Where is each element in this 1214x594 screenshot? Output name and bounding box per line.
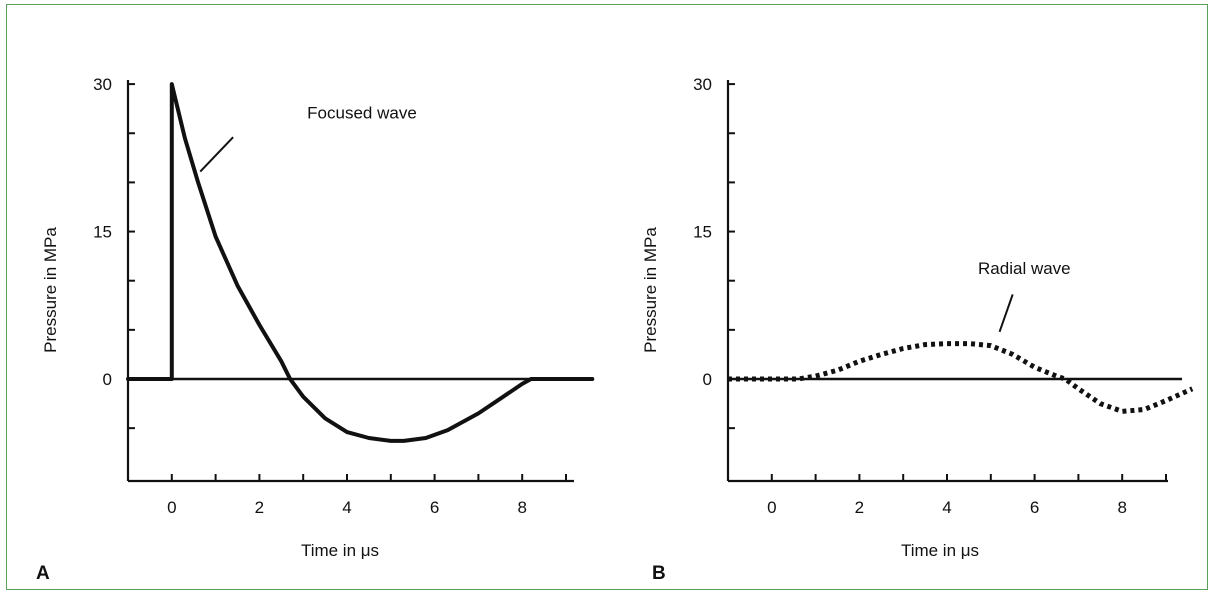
series-line-0 bbox=[126, 82, 595, 443]
x-tick-label: 2 bbox=[855, 498, 864, 517]
annotation-leader bbox=[998, 294, 1014, 333]
series-annotation: Radial wave bbox=[978, 259, 1071, 278]
annotation-leader bbox=[199, 136, 234, 173]
x-tick-label: 6 bbox=[1030, 498, 1039, 517]
x-tick-label: 0 bbox=[767, 498, 776, 517]
x-axis-label: Time in μs bbox=[301, 541, 379, 560]
panel-label-a: A bbox=[36, 563, 50, 584]
y-tick-label: 15 bbox=[693, 223, 712, 242]
y-axis-label: Pressure in MPa bbox=[41, 227, 60, 353]
y-tick-label: 30 bbox=[693, 75, 712, 94]
y-tick-label: 0 bbox=[703, 370, 712, 389]
y-tick-label: 30 bbox=[93, 75, 112, 94]
x-tick-label: 8 bbox=[517, 498, 526, 517]
x-tick-label: 4 bbox=[342, 498, 351, 517]
x-tick-label: 2 bbox=[255, 498, 264, 517]
series-line-0 bbox=[728, 341, 1194, 414]
x-tick-label: 4 bbox=[942, 498, 951, 517]
x-axis-label: Time in μs bbox=[901, 541, 979, 560]
chart-panel-b: 0 15 30 0 2 4 6 8 Time in μs Pressure in MPa Radia… bbox=[641, 75, 1194, 560]
y-axis-label: Pressure in MPa bbox=[641, 227, 660, 353]
y-tick-label: 15 bbox=[93, 223, 112, 242]
x-tick-label: 8 bbox=[1117, 498, 1126, 517]
x-tick-label: 6 bbox=[430, 498, 439, 517]
chart-panel-a: 0 15 30 0 2 4 6 8 Time in μs Pressure in MPa Focus… bbox=[41, 75, 595, 560]
figure-frame bbox=[6, 4, 1208, 590]
x-tick-label: 0 bbox=[167, 498, 176, 517]
y-tick-label: 0 bbox=[103, 370, 112, 389]
panel-label-b: B bbox=[652, 563, 666, 584]
series-annotation: Focused wave bbox=[307, 104, 417, 123]
